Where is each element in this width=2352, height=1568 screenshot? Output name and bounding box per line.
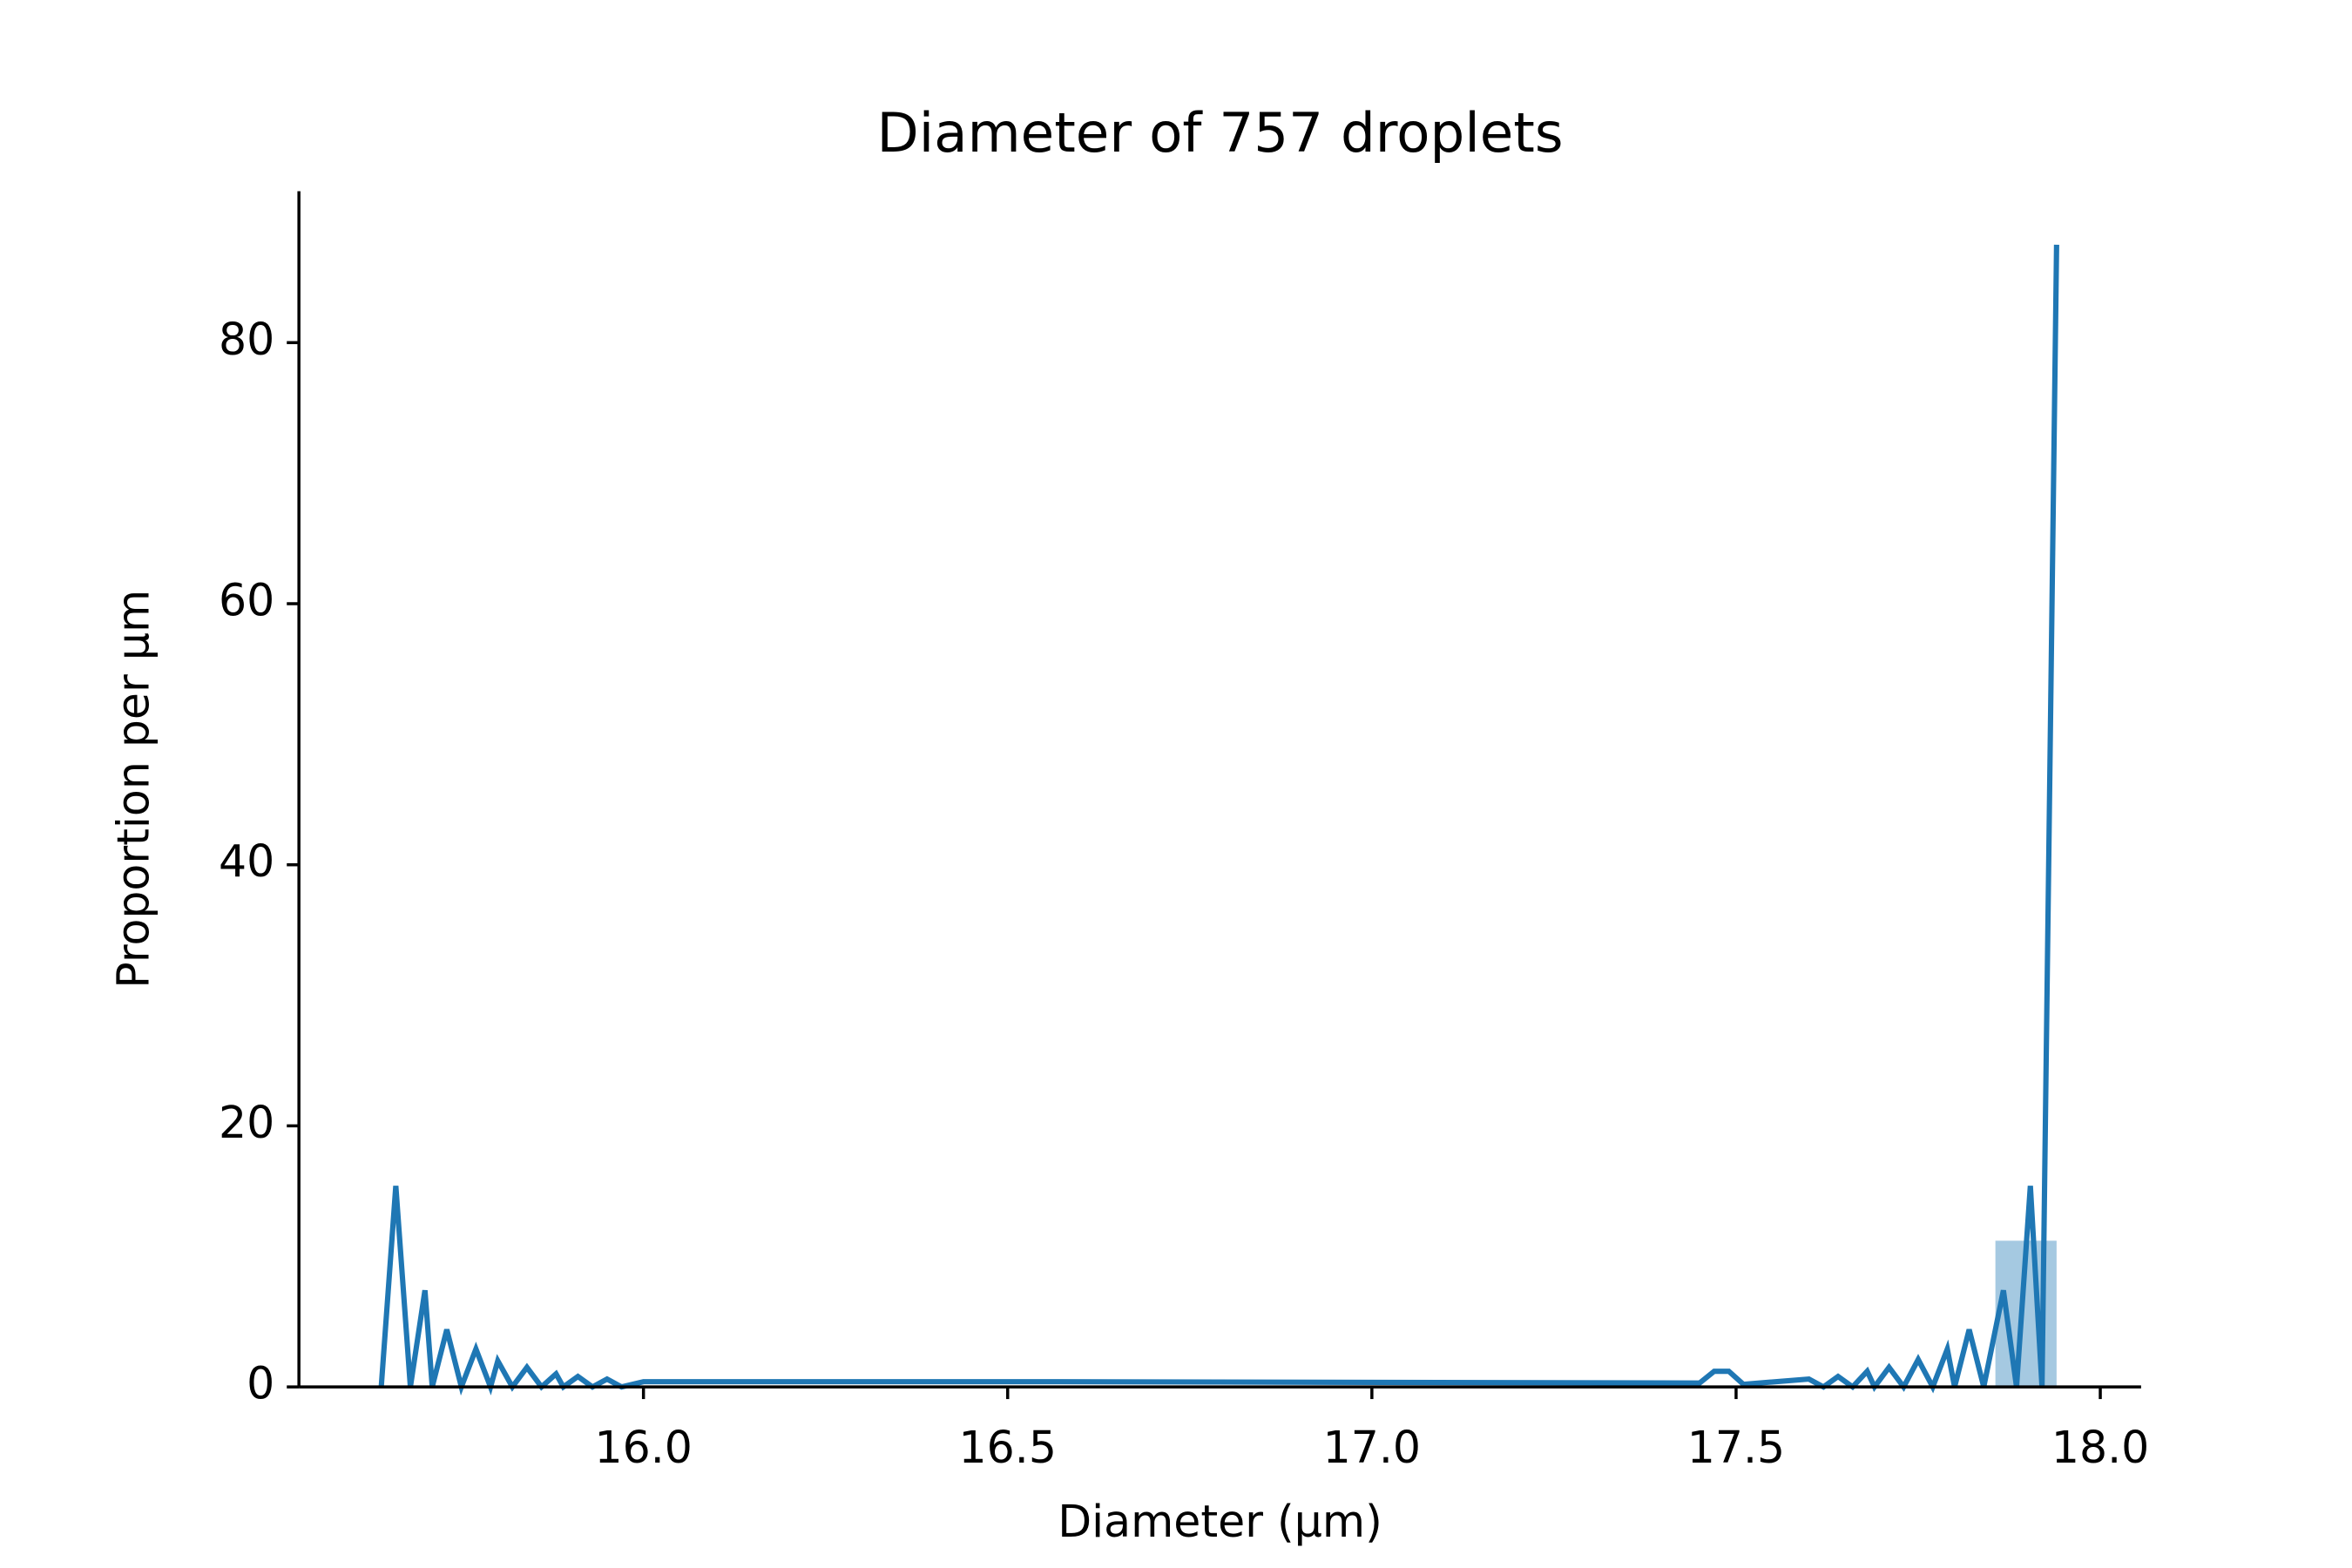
x-tick-label: 18.0: [2051, 1422, 2149, 1473]
x-axis-label: Diameter (µm): [1058, 1496, 1382, 1547]
y-axis-label: Proportion per µm: [107, 590, 159, 989]
density-line: [378, 244, 2059, 1396]
x-tick-label: 16.0: [594, 1422, 692, 1473]
x-tick-label: 16.5: [959, 1422, 1057, 1473]
y-tick-label: 60: [219, 575, 274, 626]
y-tick-label: 40: [219, 835, 274, 887]
y-tick-label: 80: [219, 314, 274, 365]
y-tick-label: 20: [219, 1097, 274, 1148]
y-tick-label: 0: [247, 1358, 274, 1409]
x-tick-label: 17.5: [1687, 1422, 1785, 1473]
x-tick-label: 17.0: [1323, 1422, 1421, 1473]
chart-title: Diameter of 757 droplets: [876, 101, 1563, 165]
